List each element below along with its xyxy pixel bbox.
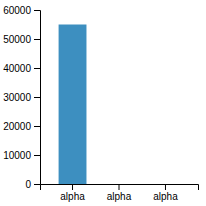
x-tick-mark (119, 184, 120, 190)
x-axis: alpha alpha alpha (41, 184, 199, 202)
plot-area (59, 25, 87, 185)
x-tick-label: alpha (153, 191, 178, 202)
y-tick-label: 50000 (3, 34, 31, 45)
y-tick: 60000 (3, 5, 40, 16)
x-tick-label: alpha (107, 191, 132, 202)
y-tick: 10000 (3, 150, 40, 161)
x-tick-mark (72, 184, 73, 190)
bar (105, 184, 133, 185)
x-tick-label: alpha (60, 191, 85, 202)
x-axis-line (41, 185, 199, 191)
y-tick: 20000 (3, 121, 40, 132)
y-tick-mark (34, 155, 40, 156)
y-tick: 50000 (3, 34, 40, 45)
x-tick: alpha (107, 184, 132, 202)
y-tick-label: 30000 (3, 92, 31, 103)
y-tick-label: 60000 (3, 5, 31, 16)
y-tick-mark (34, 97, 40, 98)
y-axis-line (34, 11, 41, 185)
bar (152, 184, 180, 185)
y-tick-mark (34, 126, 40, 127)
bar (59, 25, 87, 185)
x-tick: alpha (60, 184, 85, 202)
chart: alpha alpha alpha 0 10000 20000 30000 40000 5000… (0, 0, 206, 206)
y-tick-label: 40000 (3, 63, 31, 74)
x-tick: alpha (153, 184, 178, 202)
y-axis: 0 10000 20000 30000 40000 50000 60000 (3, 5, 40, 190)
y-tick-mark (34, 184, 40, 185)
y-tick: 40000 (3, 63, 40, 74)
y-tick-label: 10000 (3, 150, 31, 161)
y-tick-mark (34, 10, 40, 11)
y-tick: 0 (25, 179, 40, 190)
y-tick: 30000 (3, 92, 40, 103)
y-tick-label: 0 (25, 179, 31, 190)
x-tick-mark (165, 184, 166, 190)
y-tick-label: 20000 (3, 121, 31, 132)
y-tick-mark (34, 39, 40, 40)
y-tick-mark (34, 68, 40, 69)
